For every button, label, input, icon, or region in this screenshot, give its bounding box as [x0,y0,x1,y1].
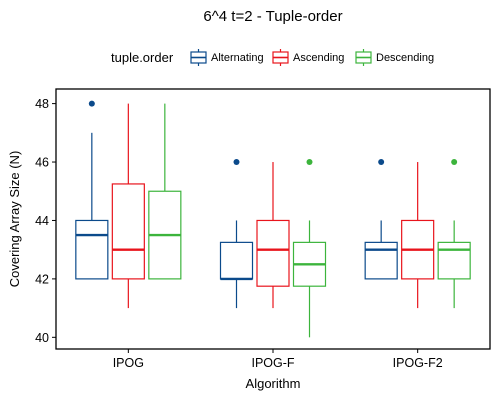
outlier-point [306,159,313,166]
box-descending-ipog-f [292,159,327,338]
y-tick-label: 48 [35,97,49,111]
box-body [111,183,145,280]
y-tick-label: 44 [35,214,49,228]
legend-entry-descending: Descending [355,49,434,66]
legend-entry-alternating: Alternating [190,49,264,66]
y-axis-title: Covering Array Size (N) [7,151,22,288]
box-body [219,241,254,280]
legend: tuple.order Alternating Ascending Descendi… [111,49,434,66]
legend-label: Ascending [293,52,344,64]
legend-label: Alternating [211,52,264,64]
outlier-point [233,159,240,166]
box-body [75,219,109,280]
box-descending-ipog-f2 [437,159,471,309]
box-alternating-ipog [75,100,109,280]
x-tick-label: IPOG-F [251,356,294,370]
x-axis: IPOG IPOG-F IPOG-F2 [113,349,443,370]
box-series [75,100,471,338]
legend-label: Descending [376,52,434,64]
legend-title: tuple.order [111,50,174,65]
box-alternating-ipog-f [219,159,254,309]
outlier-point [451,159,458,166]
box-body [256,219,290,287]
x-tick-label: IPOG [113,356,144,370]
y-tick-label: 40 [35,331,49,345]
x-tick-label: IPOG-F2 [393,356,443,370]
box-alternating-ipog-f2 [364,159,398,280]
y-tick-label: 46 [35,156,49,170]
outlier-point [88,100,95,107]
y-tick-label: 42 [35,272,49,286]
chart-title: 6^4 t=2 - Tuple-order [203,8,342,25]
box-ascending-ipog-f2 [401,162,435,309]
box-ascending-ipog-f [256,162,290,309]
legend-entry-ascending: Ascending [272,49,344,66]
box-body [364,241,398,280]
x-axis-title: Algorithm [246,376,301,391]
outlier-point [378,159,385,166]
box-body [437,241,471,280]
box-descending-ipog [148,103,182,280]
box-ascending-ipog [111,103,145,309]
y-axis: 40 42 44 46 48 [35,97,56,345]
